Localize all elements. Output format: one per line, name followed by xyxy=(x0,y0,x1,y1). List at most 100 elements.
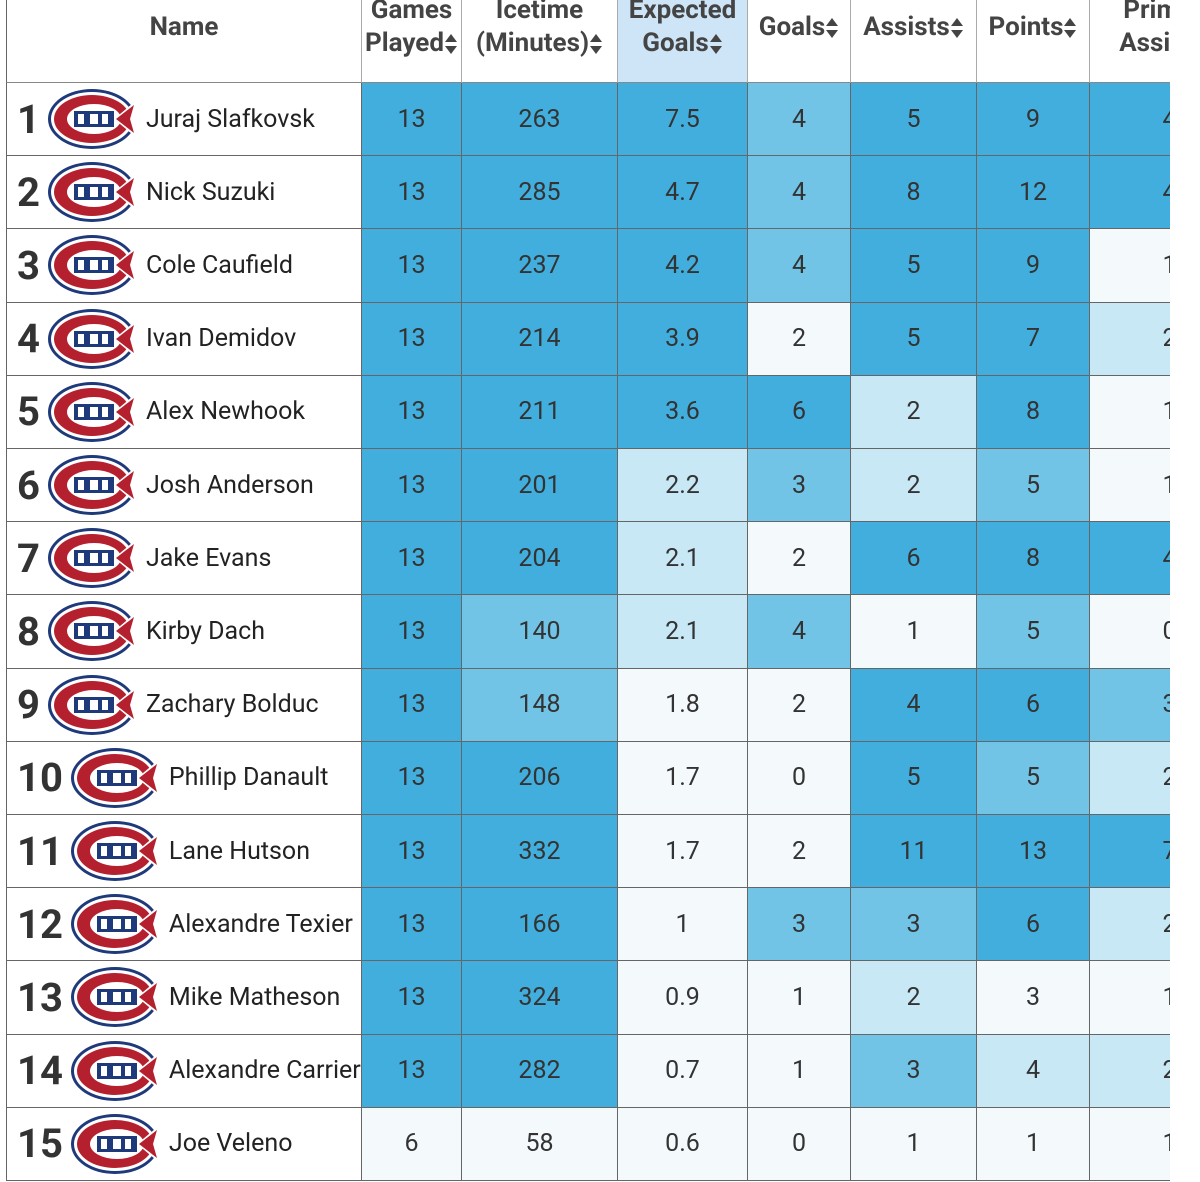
column-header[interactable]: Points xyxy=(977,0,1090,83)
team-logo xyxy=(47,89,138,150)
team-logo xyxy=(70,1040,161,1101)
stat-cell: 204 xyxy=(462,522,618,596)
stat-cell: 166 xyxy=(462,888,618,962)
team-logo xyxy=(70,894,161,955)
player-name: Alexandre Carrier xyxy=(168,1056,361,1086)
stat-cell: 9 xyxy=(977,83,1090,157)
rank: 1 xyxy=(17,95,40,143)
header-text: Primary Assists xyxy=(1119,0,1170,58)
stat-cell: 5 xyxy=(851,741,977,815)
stat-cell: 0 xyxy=(748,1107,851,1181)
team-logo xyxy=(47,308,138,369)
team-logo xyxy=(47,162,138,223)
stat-cell: 263 xyxy=(462,83,618,157)
column-header[interactable]: Expected Goals xyxy=(618,0,748,83)
stat-cell: 8 xyxy=(977,522,1090,596)
stat-cell: 3 xyxy=(851,888,977,962)
player-name: Cole Caufield xyxy=(145,250,293,280)
stat-cell: 6 xyxy=(748,375,851,449)
column-header[interactable]: Assists xyxy=(851,0,977,83)
player-name: Lane Hutson xyxy=(168,836,310,866)
stat-cell: 1 xyxy=(1090,449,1170,523)
column-header[interactable]: Primary Assists xyxy=(1090,0,1170,83)
stat-cell: 4 xyxy=(1090,83,1170,157)
stat-cell: 13 xyxy=(362,83,462,157)
rank: 13 xyxy=(17,973,63,1021)
name-cell: 6 Josh Anderson xyxy=(6,449,362,523)
stat-cell: 2.2 xyxy=(618,449,748,523)
team-logo xyxy=(47,381,138,442)
stat-cell: 3 xyxy=(748,449,851,523)
stat-cell: 282 xyxy=(462,1034,618,1108)
player-name: Zachary Bolduc xyxy=(145,690,319,720)
stat-cell: 3.9 xyxy=(618,302,748,376)
name-cell: 14 Alexandre Carrier xyxy=(6,1034,362,1108)
column-header[interactable]: Goals xyxy=(748,0,851,83)
stat-cell: 4 xyxy=(748,156,851,230)
name-cell: 4 Ivan Demidov xyxy=(6,302,362,376)
column-header[interactable]: Games Played xyxy=(362,0,462,83)
stat-cell: 1.7 xyxy=(618,815,748,889)
stat-cell: 13 xyxy=(977,815,1090,889)
stat-cell: 5 xyxy=(851,229,977,303)
name-cell: 9 Zachary Bolduc xyxy=(6,668,362,742)
player-name: Alex Newhook xyxy=(145,397,306,427)
stat-cell: 12 xyxy=(977,156,1090,230)
sort-arrow[interactable] xyxy=(589,33,603,55)
stat-cell: 9 xyxy=(977,229,1090,303)
team-logo xyxy=(70,1113,161,1174)
stat-cell: 4 xyxy=(1090,156,1170,230)
stat-cell: 1 xyxy=(1090,961,1170,1035)
sort-arrow[interactable] xyxy=(825,17,839,39)
header-text: Games Played xyxy=(362,0,461,60)
team-logo xyxy=(70,747,161,808)
stat-cell: 2 xyxy=(748,815,851,889)
player-name: Kirby Dach xyxy=(145,616,265,646)
stat-cell: 58 xyxy=(462,1107,618,1181)
stat-cell: 285 xyxy=(462,156,618,230)
stat-cell: 4.7 xyxy=(618,156,748,230)
sort-arrow[interactable] xyxy=(709,33,723,55)
stat-cell: 5 xyxy=(977,449,1090,523)
sort-arrow[interactable] xyxy=(444,33,458,55)
stat-cell: 2 xyxy=(1090,302,1170,376)
stat-cell: 2 xyxy=(1090,741,1170,815)
stat-cell: 13 xyxy=(362,1034,462,1108)
header-text: Expected Goals xyxy=(628,0,737,58)
stat-cell: 2 xyxy=(748,302,851,376)
stat-cell: 8 xyxy=(851,156,977,230)
stat-cell: 1 xyxy=(748,961,851,1035)
sort-arrow[interactable] xyxy=(1063,17,1077,39)
stat-cell: 1 xyxy=(748,1034,851,1108)
header-text: Goals xyxy=(759,11,840,44)
stat-cell: 1 xyxy=(1090,375,1170,449)
stat-cell: 3 xyxy=(977,961,1090,1035)
stat-cell: 0 xyxy=(1090,595,1170,669)
stat-cell: 13 xyxy=(362,815,462,889)
stat-cell: 3 xyxy=(748,888,851,962)
header-text: Icetime (Minutes) xyxy=(462,0,617,60)
stat-cell: 201 xyxy=(462,449,618,523)
column-header[interactable]: Name xyxy=(6,0,362,83)
stat-cell: 0.6 xyxy=(618,1107,748,1181)
stat-cell: 1.7 xyxy=(618,741,748,815)
column-header[interactable]: Icetime (Minutes) xyxy=(462,0,618,83)
stat-cell: 332 xyxy=(462,815,618,889)
stat-cell: 0 xyxy=(748,741,851,815)
rank: 10 xyxy=(17,754,63,802)
team-logo xyxy=(47,601,138,662)
stat-cell: 13 xyxy=(362,961,462,1035)
stat-cell: 3 xyxy=(851,1034,977,1108)
player-name: Nick Suzuki xyxy=(145,177,276,207)
stat-cell: 211 xyxy=(462,375,618,449)
name-cell: 1 Juraj Slafkovsk xyxy=(6,83,362,157)
sort-arrow[interactable] xyxy=(950,17,964,39)
rank: 4 xyxy=(17,315,40,363)
stat-cell: 4 xyxy=(748,229,851,303)
stat-cell: 0.9 xyxy=(618,961,748,1035)
stat-cell: 3 xyxy=(1090,668,1170,742)
stat-cell: 13 xyxy=(362,156,462,230)
stat-cell: 1 xyxy=(851,1107,977,1181)
stat-cell: 7.5 xyxy=(618,83,748,157)
